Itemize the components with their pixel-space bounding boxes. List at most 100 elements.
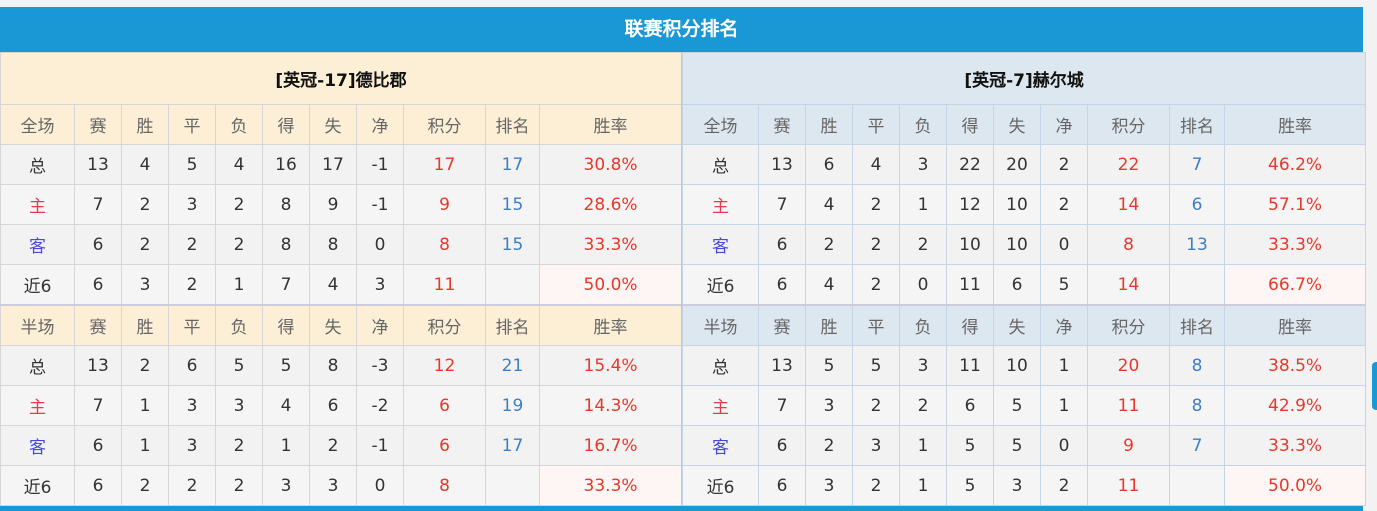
column-header: 胜率 [1223,304,1367,346]
table-row: 客 6 2 3 1 5 5 0 9 7 33.3% [682,425,1367,466]
row-label: 主 [682,385,759,426]
stat-cell: 8 [262,224,310,265]
stat-cell: 2 [215,224,263,265]
stat-cell: 2 [121,465,169,506]
column-header: 积分 [403,104,486,145]
stat-cell: 6 [1169,184,1225,225]
stat-cell: 10 [993,184,1041,225]
stat-cell: 13 [758,144,806,185]
row-label: 总 [682,144,759,185]
stat-cell: 2 [121,345,169,386]
stat-cell: 4 [262,385,310,426]
stat-cell: 5 [852,345,900,386]
row-label: 近6 [682,264,759,306]
table-row: 总 13 4 5 4 16 17 -1 17 17 30.8% [0,144,683,185]
table-row: 近6 6 4 2 0 11 6 5 14 66.7% [682,264,1367,306]
stat-cell: 1 [262,425,310,466]
stat-cell: 3 [215,385,263,426]
stat-cell: 7 [758,184,806,225]
column-header: 平 [852,304,900,346]
stat-cell: 42.9% [1223,385,1367,426]
column-header: 赛 [74,104,122,145]
row-label: 近6 [0,465,75,506]
stat-cell: 4 [852,144,900,185]
stat-cell: 33.3% [538,224,683,265]
row-label: 总 [0,144,75,185]
away-team-standings: [英冠-7]赫尔城 全场赛胜平负得失净积分 排名 胜率总 13 6 4 3 22 20 2 22 7 46… [681,52,1367,506]
stat-cell: 5 [993,385,1041,426]
stat-cell: 13 [1169,224,1225,265]
stat-cell: 4 [805,264,853,306]
stat-cell: 6 [758,264,806,306]
team-name: [英冠-7]赫尔城 [681,52,1367,105]
column-header: 胜 [805,304,853,346]
column-header: 赛 [758,304,806,346]
stat-cell: 15.4% [538,345,683,386]
column-header: 负 [215,304,263,346]
stat-cell: 6 [403,385,486,426]
stat-cell: 33.3% [1223,224,1367,265]
stat-cell: 11 [403,264,486,306]
table-row: 总 13 5 5 3 11 10 1 20 8 38.5% [682,345,1367,386]
stat-cell: 2 [168,465,216,506]
column-header: 胜率 [538,304,683,346]
stat-cell: 5 [946,465,994,506]
stat-cell: 33.3% [1223,425,1367,466]
stat-cell: 22 [1087,144,1170,185]
stat-cell: 11 [1087,385,1170,426]
stat-cell: 46.2% [1223,144,1367,185]
stat-cell: 1 [121,425,169,466]
table-row: 近6 6 3 2 1 7 4 3 11 50.0% [0,264,683,306]
stat-cell: 14 [1087,184,1170,225]
stat-cell: 3 [168,425,216,466]
stat-cell: 3 [121,264,169,306]
side-tab-button[interactable] [1372,362,1377,410]
section-label: 半场 [0,304,75,346]
stat-cell: -1 [356,184,404,225]
stat-cell: 3 [309,465,357,506]
full-header-row: 全场赛胜平负得失净积分 排名 胜率 [682,104,1367,145]
row-label: 客 [0,425,75,466]
stat-cell: 10 [993,224,1041,265]
column-header: 积分 [1087,104,1170,145]
stat-cell: 7 [1169,425,1225,466]
stat-cell: 8 [262,184,310,225]
stat-cell: 5 [993,425,1041,466]
standings-panel: 联赛积分排名 [英冠-17]德比郡 全场赛胜平负得失净积分 排名 胜率总 13 4 5 4 16… [0,7,1367,511]
row-label: 客 [682,425,759,466]
stat-cell: 1 [121,385,169,426]
stat-cell: 3 [168,385,216,426]
table-row: 客 6 1 3 2 1 2 -1 6 17 16.7% [0,425,683,466]
table-row: 客 6 2 2 2 8 8 0 8 15 33.3% [0,224,683,265]
column-header: 平 [852,104,900,145]
column-header: 排名 [1169,104,1225,145]
stat-cell: -1 [356,425,404,466]
table-row: 主 7 3 2 2 6 5 1 11 8 42.9% [682,385,1367,426]
stat-cell: 4 [215,144,263,185]
stat-cell: 1 [1040,385,1088,426]
table-row: 主 7 2 3 2 8 9 -1 9 15 28.6% [0,184,683,225]
stat-cell: 4 [805,184,853,225]
stat-cell: 6 [758,224,806,265]
row-label: 客 [682,224,759,265]
stat-cell: 22 [946,144,994,185]
stat-cell: -3 [356,345,404,386]
stat-cell [1169,465,1225,506]
stat-cell: 12 [946,184,994,225]
stat-cell: 2 [852,264,900,306]
stat-cell: 2 [121,224,169,265]
stat-cell: 2 [852,224,900,265]
stat-cell: 66.7% [1223,264,1367,306]
stat-cell: 5 [262,345,310,386]
stat-cell: 5 [946,425,994,466]
stat-cell: 19 [485,385,540,426]
stat-cell: 0 [356,465,404,506]
stat-cell: 7 [758,385,806,426]
stat-cell: 50.0% [1223,465,1367,506]
stat-cell: 0 [899,264,947,306]
stat-cell: 0 [1040,224,1088,265]
stat-cell: 5 [805,345,853,386]
stat-cell: 8 [1169,385,1225,426]
stat-cell: 57.1% [1223,184,1367,225]
half-header-row: 半场赛胜平负得失净积分 排名 胜率 [682,304,1367,346]
